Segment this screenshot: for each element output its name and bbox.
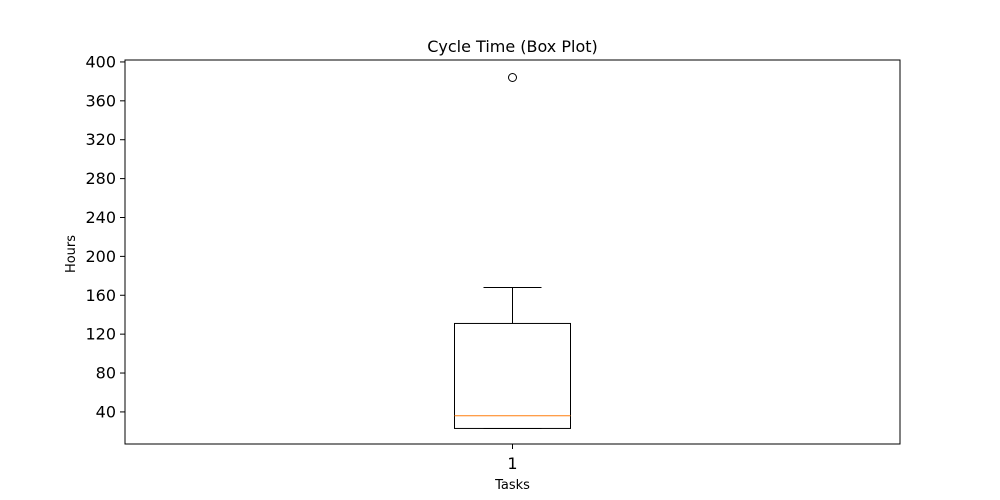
outlier-point	[508, 72, 517, 82]
y-tick-label: 240	[85, 208, 116, 227]
box-1	[454, 72, 571, 429]
y-tick-label: 80	[96, 364, 116, 383]
y-tick-label: 40	[96, 402, 116, 421]
y-tick-label: 320	[85, 130, 116, 149]
x-tick-label: 1	[507, 454, 517, 473]
x-axis-ticks: 1	[507, 444, 518, 473]
y-tick-label: 400	[85, 52, 116, 71]
plot-area-frame	[124, 59, 901, 445]
chart-title: Cycle Time (Box Plot)	[427, 37, 598, 56]
y-tick-label: 280	[85, 169, 116, 188]
y-axis-ticks: 40 80 120 160 200 240 280 320 360 400	[85, 52, 125, 421]
y-tick-label: 360	[85, 91, 116, 110]
y-tick-label: 120	[85, 325, 116, 344]
box-series	[454, 72, 571, 429]
y-axis-label: Hours	[64, 235, 79, 273]
y-tick-label: 160	[85, 286, 116, 305]
box-iqr	[454, 322, 571, 429]
x-axis-label: Tasks	[494, 478, 530, 493]
y-tick-label: 200	[85, 247, 116, 266]
